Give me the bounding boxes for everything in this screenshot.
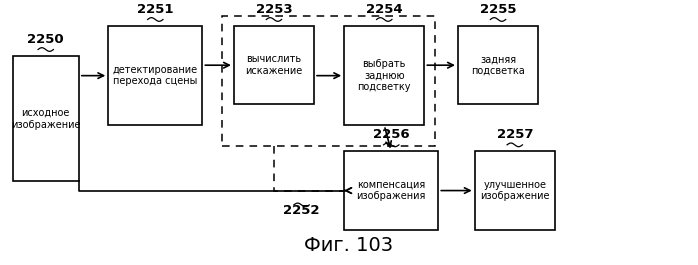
Text: 2250: 2250 [27,33,64,46]
Text: 2257: 2257 [496,128,533,141]
Text: задняя
подсветка: задняя подсветка [471,54,525,76]
Text: Фиг. 103: Фиг. 103 [304,236,394,255]
Bar [234,26,314,104]
Text: компенсация
изображения: компенсация изображения [357,180,426,201]
Text: улучшенное
изображение: улучшенное изображение [480,180,549,201]
Bar [458,26,538,104]
Bar [344,151,438,230]
Text: выбрать
заднюю
подсветку: выбрать заднюю подсветку [357,59,411,92]
Bar [108,26,202,125]
Text: исходное
изображение: исходное изображение [11,108,80,130]
Text: 2256: 2256 [373,128,410,141]
Bar [13,56,79,182]
Bar [475,151,555,230]
Text: 2254: 2254 [366,3,403,16]
Text: 2251: 2251 [137,3,174,16]
Text: детектирование
перехода сцены: детектирование перехода сцены [113,65,198,86]
Text: 2255: 2255 [480,3,517,16]
Bar [344,26,424,125]
Bar [222,16,435,146]
Text: 2253: 2253 [255,3,292,16]
Text: вычислить
искажение: вычислить искажение [245,54,303,76]
Text: 2252: 2252 [283,204,320,217]
